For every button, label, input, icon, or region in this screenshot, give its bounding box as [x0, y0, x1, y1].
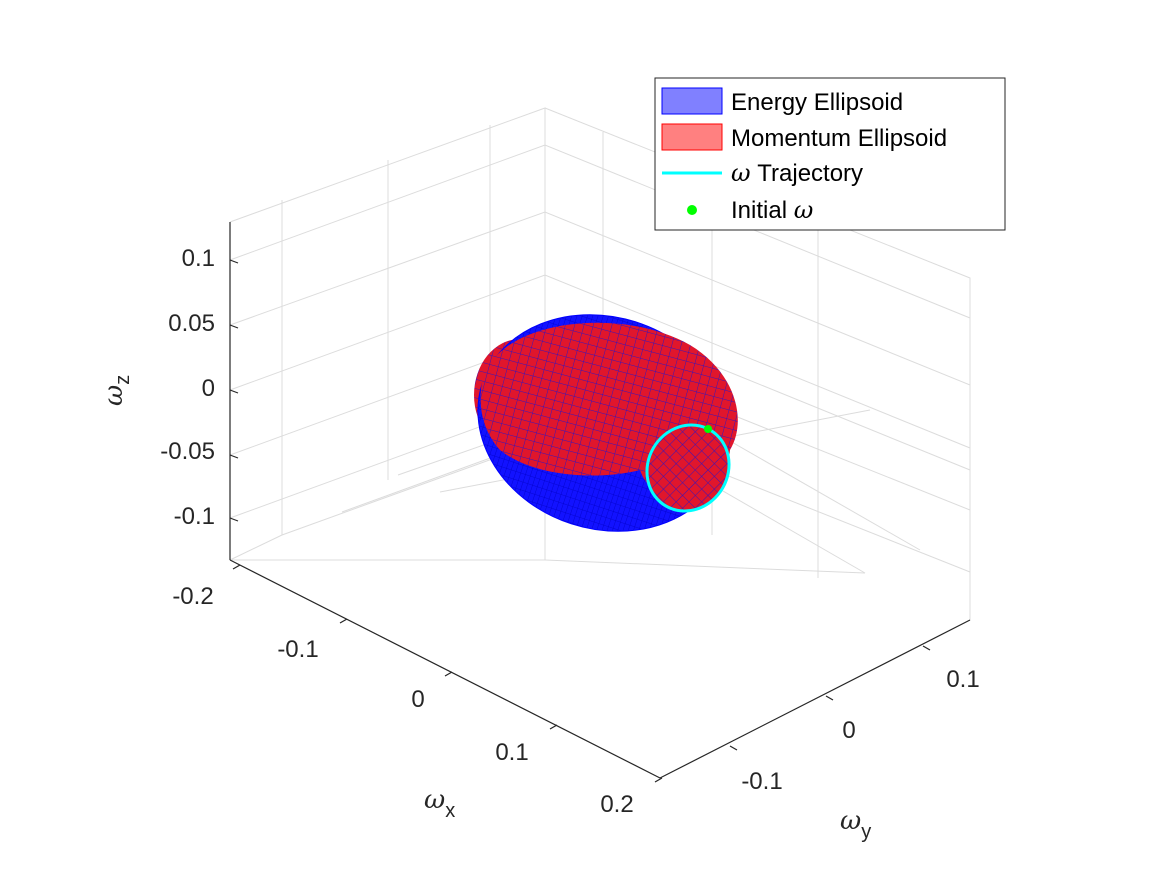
x-tick-label: -0.1: [277, 636, 318, 663]
legend-initial-omega: ω: [794, 196, 814, 224]
x-axis-label-sub: x: [445, 800, 455, 822]
x-tick-label: 0.1: [495, 739, 528, 766]
x-tick-label: 0.2: [600, 791, 633, 818]
legend-trajectory-omega: ω: [731, 159, 751, 187]
svg-text:ωz: ωz: [99, 375, 134, 406]
z-axis-label-sub: z: [112, 375, 134, 385]
momentum-ellipsoid-cap: [646, 424, 730, 512]
legend-label-trajectory: ω Trajectory: [731, 159, 863, 187]
legend-swatch-energy: [661, 87, 723, 115]
legend: Energy Ellipsoid Momentum Ellipsoid ω Tr…: [654, 77, 1006, 231]
legend-swatch-momentum: [661, 123, 723, 151]
legend-swatch-initial: [687, 205, 697, 215]
z-tick-label: 0.05: [168, 310, 215, 337]
z-tick-label: 0: [202, 375, 215, 402]
ellipsoid-surfaces: [474, 314, 738, 532]
y-tick-labels: -0.1 0 0.1: [741, 666, 979, 795]
y-tick-label: -0.1: [741, 768, 782, 795]
x-tick-label: -0.2: [172, 583, 213, 610]
trajectory-group: [645, 423, 731, 513]
legend-label-initial: Initial ω: [731, 196, 813, 224]
y-axis-label-symbol: ω: [840, 806, 861, 836]
axis-lines: [229, 222, 971, 779]
legend-initial-text: Initial: [731, 197, 794, 224]
legend-label-momentum: Momentum Ellipsoid: [731, 125, 947, 152]
z-tick-label: 0.1: [182, 245, 215, 272]
y-axis-label-sub: y: [861, 821, 871, 843]
z-axis-label: ωz: [99, 375, 134, 406]
y-tick-label: 0.1: [946, 666, 979, 693]
x-axis-label-symbol: ω: [424, 785, 445, 815]
legend-trajectory-text: Trajectory: [751, 160, 863, 187]
z-axis-label-symbol: ω: [99, 385, 129, 406]
x-tick-labels: -0.2 -0.1 0 0.1 0.2: [172, 583, 633, 818]
x-tick-label: 0: [411, 686, 424, 713]
legend-label-energy: Energy Ellipsoid: [731, 89, 903, 116]
tick-marks: [229, 259, 931, 783]
y-axis-label: ωy: [840, 806, 871, 843]
initial-omega-point: [704, 425, 712, 433]
z-tick-label: -0.05: [160, 438, 215, 465]
x-axis-label: ωx: [424, 785, 455, 822]
y-tick-label: 0: [842, 717, 855, 744]
z-tick-labels: 0.1 0.05 0 -0.05 -0.1: [160, 245, 215, 530]
z-tick-label: -0.1: [174, 503, 215, 530]
